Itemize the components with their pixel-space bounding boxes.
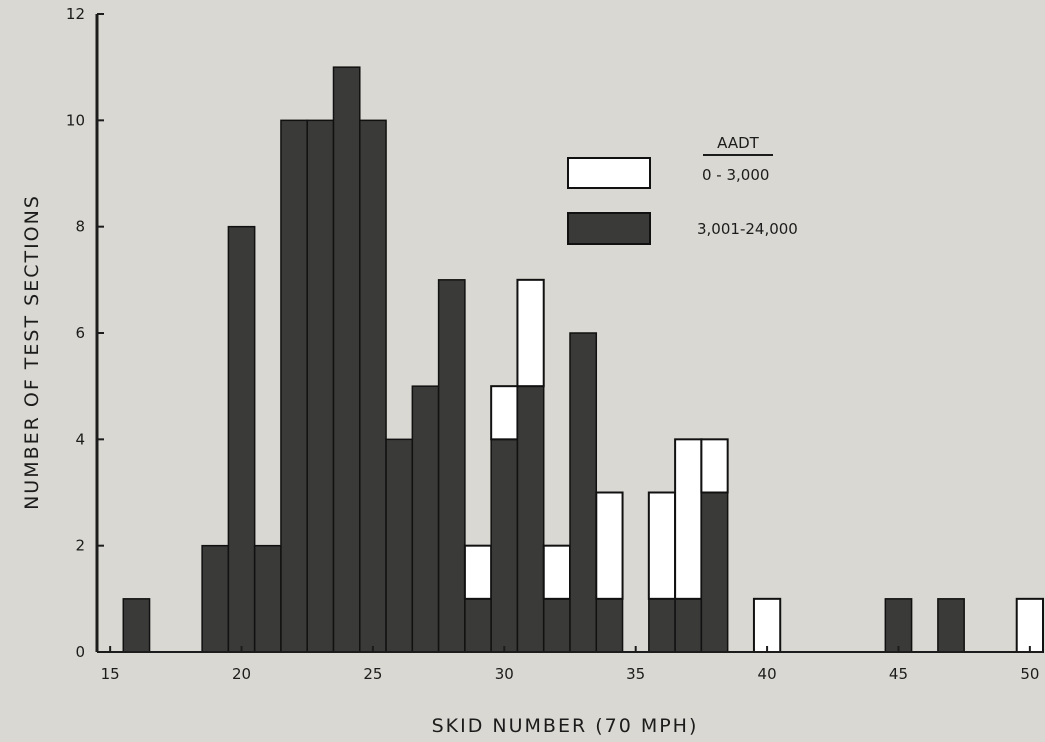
y-tick-label: 4 <box>75 430 85 448</box>
x-axis-title: SKID NUMBER (70 MPH) <box>432 715 699 737</box>
bar-aadt-0-3000 <box>700 438 729 494</box>
x-tick-label: 20 <box>232 665 251 683</box>
bar-aadt-3001-24000 <box>359 119 387 653</box>
bar-aadt-3001-24000 <box>437 279 466 653</box>
legend-swatch-low <box>567 157 651 189</box>
legend-swatch-high <box>567 212 651 245</box>
bar-aadt-3001-24000 <box>569 332 598 653</box>
bar-aadt-3001-24000 <box>937 598 965 653</box>
bar-aadt-3001-24000 <box>201 544 230 653</box>
bar-aadt-3001-24000 <box>306 119 335 653</box>
bar-aadt-0-3000 <box>542 544 572 600</box>
bar-aadt-3001-24000 <box>464 598 492 653</box>
y-axis-title: NUMBER OF TEST SECTIONS <box>21 194 43 510</box>
bar-aadt-3001-24000 <box>280 119 308 653</box>
bar-aadt-3001-24000 <box>648 598 676 653</box>
legend: AADT 0 - 3,000 3,001-24,000 <box>567 134 798 245</box>
bars-layer <box>122 66 1045 653</box>
bar-aadt-3001-24000 <box>490 438 519 653</box>
bar-aadt-3001-24000 <box>674 598 703 653</box>
y-tick-label: 0 <box>75 643 85 661</box>
y-tick-label: 6 <box>75 324 85 342</box>
bar-aadt-3001-24000 <box>595 598 624 653</box>
x-tick-label: 40 <box>758 665 777 683</box>
y-tick-label: 8 <box>75 218 85 236</box>
bar-aadt-3001-24000 <box>227 225 256 653</box>
bar-aadt-0-3000 <box>490 385 519 441</box>
y-tick-label: 2 <box>75 537 85 555</box>
bar-aadt-0-3000 <box>463 544 493 600</box>
bar-aadt-3001-24000 <box>411 385 440 653</box>
x-tick-label: 35 <box>626 665 645 683</box>
legend-title: AADT <box>717 134 759 152</box>
bar-aadt-0-3000 <box>516 278 545 388</box>
legend-label-low: 0 - 3,000 <box>702 166 769 184</box>
bar-aadt-0-3000 <box>752 597 782 653</box>
y-tick-label: 10 <box>66 111 85 129</box>
ticks-layer: 0 2 4 6 8 10 12 15 20 25 30 35 40 45 50 <box>66 5 1040 683</box>
y-tick-label: 12 <box>66 5 85 23</box>
bar-aadt-3001-24000 <box>385 438 414 653</box>
bar-aadt-3001-24000 <box>884 598 913 653</box>
x-tick-label: 15 <box>101 665 120 683</box>
bar-aadt-3001-24000 <box>700 491 729 653</box>
x-tick-label: 50 <box>1020 665 1039 683</box>
bar-aadt-0-3000 <box>595 491 624 600</box>
bar-aadt-3001-24000 <box>542 598 571 653</box>
bar-aadt-0-3000 <box>647 491 677 600</box>
bar-aadt-3001-24000 <box>253 544 282 653</box>
bar-aadt-0-3000 <box>1015 597 1045 653</box>
x-tick-label: 30 <box>495 665 514 683</box>
bar-aadt-3001-24000 <box>122 598 151 653</box>
bar-aadt-3001-24000 <box>332 66 361 653</box>
legend-label-high: 3,001-24,000 <box>697 220 798 238</box>
bar-aadt-0-3000 <box>674 438 703 600</box>
x-tick-label: 25 <box>363 665 382 683</box>
x-tick-label: 45 <box>889 665 908 683</box>
bar-aadt-3001-24000 <box>516 385 545 653</box>
